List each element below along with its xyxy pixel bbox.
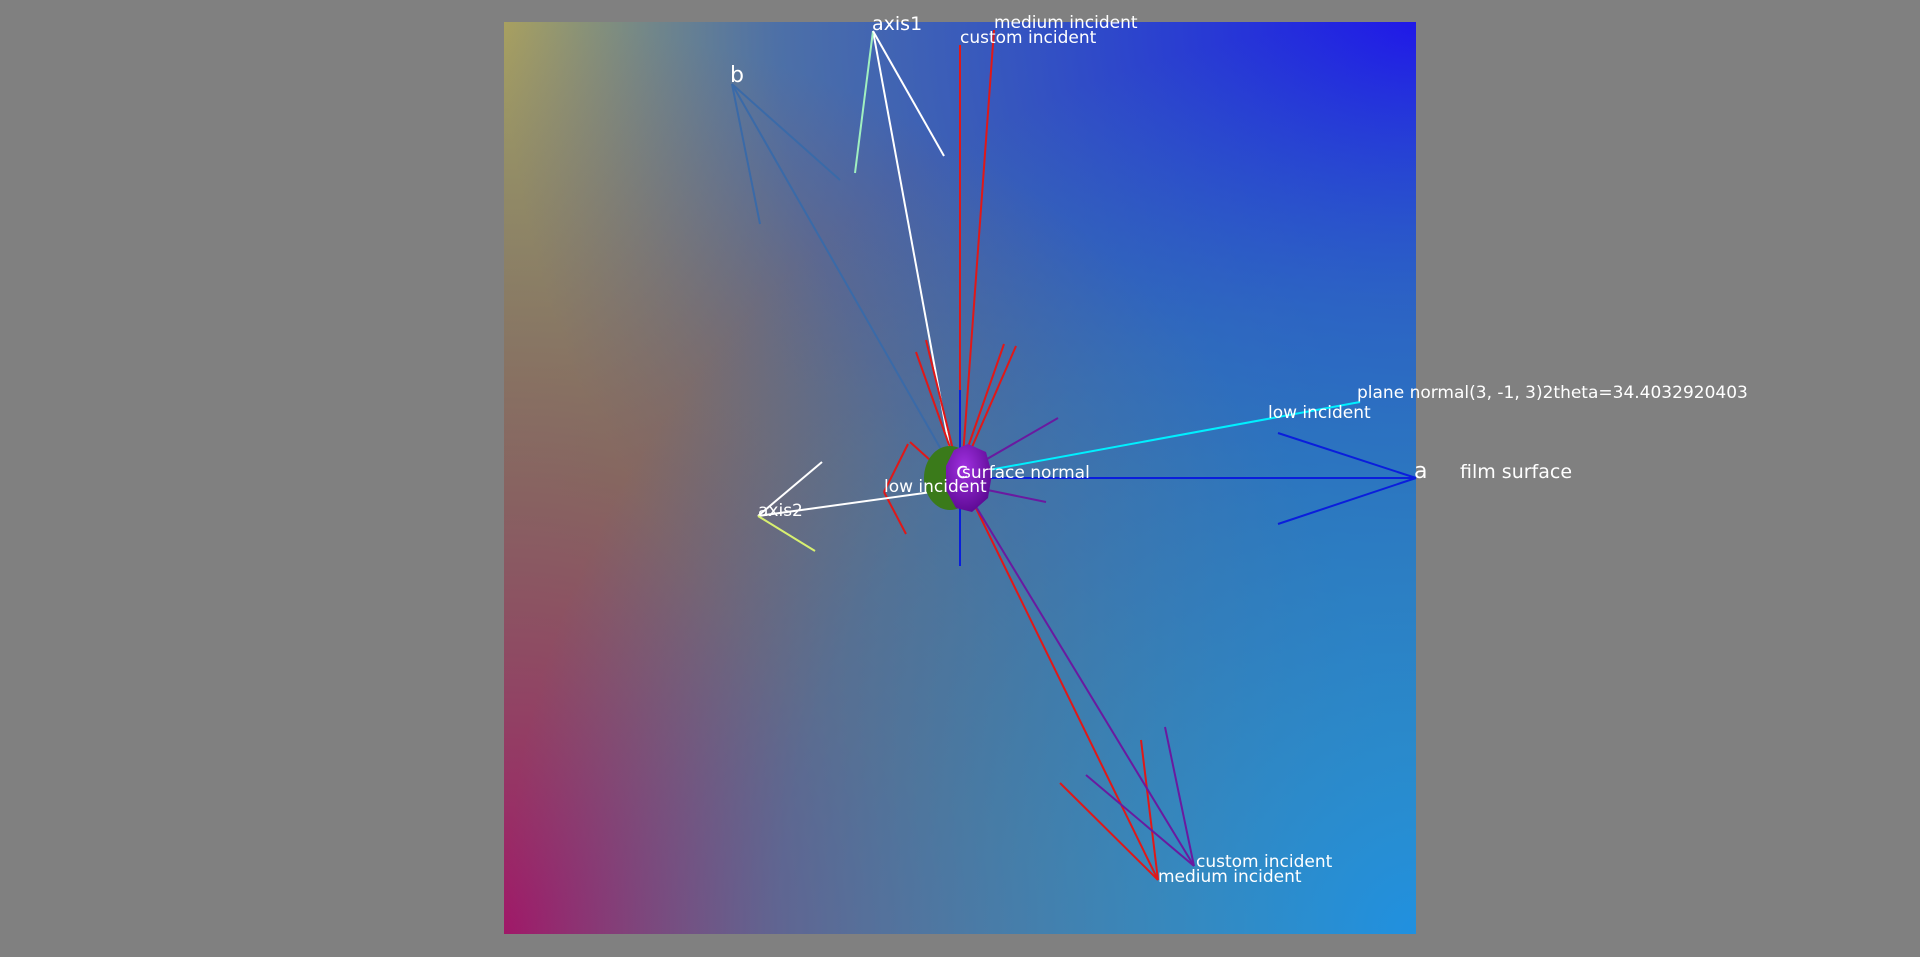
low-incident-left-label: low incident bbox=[884, 477, 987, 497]
a-axis-label: a bbox=[1414, 459, 1427, 484]
plane-normal-arrow bbox=[961, 401, 1361, 476]
medium-incident-top-beam bbox=[961, 29, 995, 471]
axis2-arrow bbox=[757, 461, 947, 552]
custom-incident-bottom-beam bbox=[971, 499, 1195, 867]
medium-incident-bottom-label: medium incident bbox=[1158, 867, 1302, 887]
b-axis-arrow bbox=[731, 83, 955, 473]
surface-normal-label: surface normal bbox=[962, 463, 1090, 483]
sample-crystal[interactable] bbox=[924, 444, 992, 512]
axis2-label: axis2 bbox=[758, 501, 803, 521]
medium-incident-top-label: medium incident bbox=[994, 13, 1138, 33]
axis1-label: axis1 bbox=[872, 13, 922, 35]
b-axis-label: b bbox=[730, 63, 744, 88]
custom-incident-bottom-label: custom incident bbox=[1196, 852, 1333, 872]
low-incident-right-label: low incident bbox=[1268, 403, 1371, 423]
plane-normal-label: plane normal(3, -1, 3)2theta=34.40329204… bbox=[1357, 383, 1748, 403]
custom-incident-top-label: custom incident bbox=[960, 28, 1097, 48]
medium-incident-bottom-beam bbox=[971, 499, 1159, 881]
a-axis-arrow bbox=[960, 432, 1417, 525]
film-surface-label: film surface bbox=[1460, 461, 1572, 483]
c-axis-label: c bbox=[956, 459, 968, 484]
